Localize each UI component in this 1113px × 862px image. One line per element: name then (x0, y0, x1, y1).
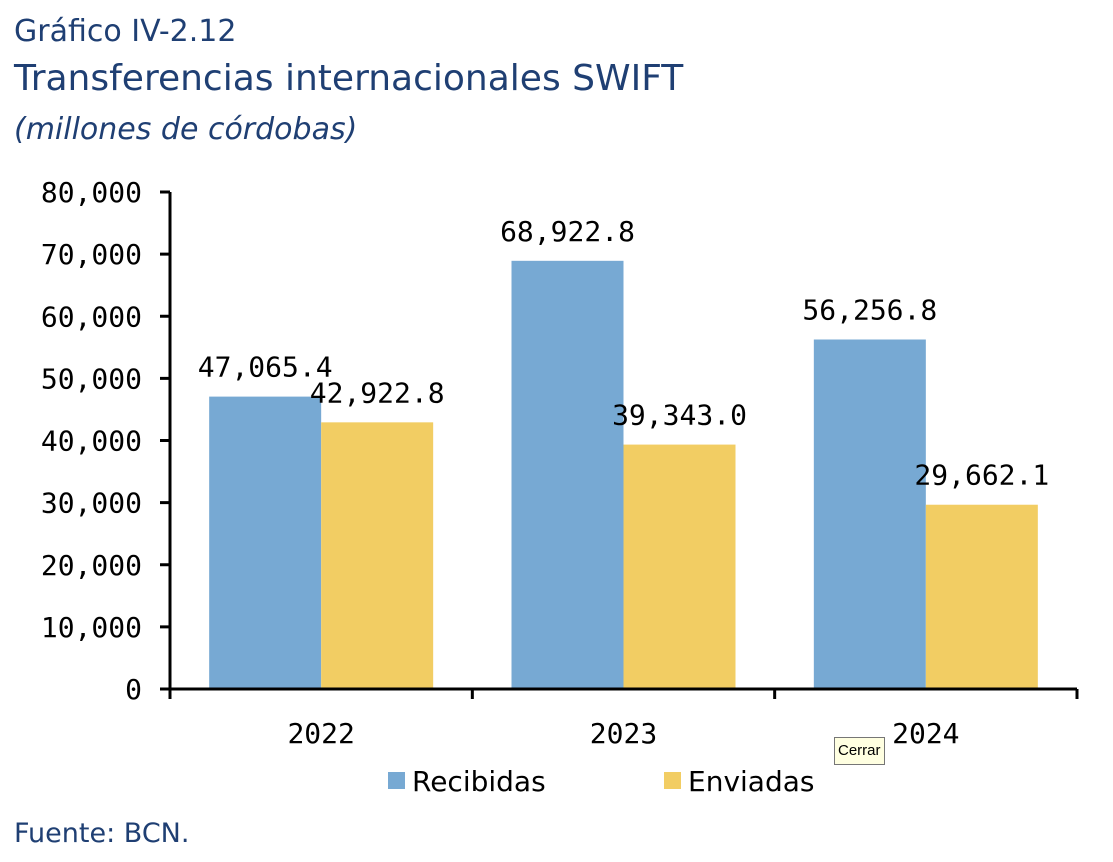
y-tick-label: 40,000 (41, 425, 142, 458)
legend-swatch-recibidas (388, 772, 405, 789)
data-label: 47,065.4 (198, 351, 333, 384)
source-note: Fuente: BCN. (14, 818, 190, 849)
bar-recibidas-2023 (511, 260, 624, 689)
chart-subtitle: (millones de córdobas) (14, 112, 358, 147)
legend-label-recibidas: Recibidas (412, 765, 546, 798)
x-tick-label: 2022 (287, 717, 354, 750)
bar-enviadas-2023 (623, 444, 736, 689)
data-label: 39,343.0 (612, 399, 747, 432)
figure-number: Gráfico IV-2.12 (14, 14, 237, 49)
bar-enviadas-2022 (321, 422, 434, 689)
x-tick-label: 2023 (590, 717, 657, 750)
legend-swatch-enviadas (664, 772, 681, 789)
y-tick-label: 50,000 (41, 362, 142, 395)
bar-enviadas-2024 (925, 504, 1038, 689)
y-tick-label: 0 (125, 673, 142, 706)
chart-title: Transferencias internacionales SWIFT (14, 58, 684, 99)
data-label: 68,922.8 (500, 215, 635, 248)
y-tick-label: 70,000 (41, 238, 142, 271)
x-tick-label: 2024 (892, 717, 959, 750)
data-label: 56,256.8 (802, 294, 937, 327)
data-label: 42,922.8 (310, 376, 445, 409)
y-tick-label: 80,000 (41, 176, 142, 209)
bar-recibidas-2022 (209, 396, 322, 689)
y-tick-label: 10,000 (41, 611, 142, 644)
data-label: 29,662.1 (914, 459, 1049, 492)
y-tick-label: 20,000 (41, 549, 142, 582)
legend-label-enviadas: Enviadas (688, 765, 814, 798)
y-tick-label: 30,000 (41, 487, 142, 520)
y-tick-label: 60,000 (41, 300, 142, 333)
bar-recibidas-2024 (813, 339, 926, 689)
close-tooltip[interactable]: Cerrar (834, 737, 885, 765)
